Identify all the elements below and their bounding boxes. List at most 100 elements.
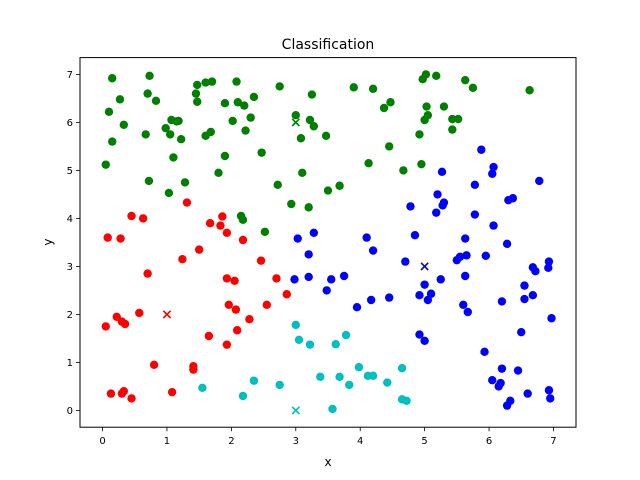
data-point	[535, 176, 544, 186]
data-point	[298, 168, 307, 177]
x-tick-label: 1	[164, 436, 170, 447]
data-point	[468, 83, 478, 93]
data-point	[379, 103, 389, 113]
data-point	[368, 84, 378, 94]
data-point	[193, 97, 202, 106]
data-point	[401, 257, 410, 266]
data-point	[273, 180, 282, 189]
data-point	[191, 89, 201, 98]
data-point	[291, 320, 300, 330]
data-point	[161, 123, 170, 133]
data-point	[228, 116, 237, 126]
data-point	[422, 102, 431, 111]
data-point	[397, 363, 407, 373]
data-point	[463, 307, 472, 317]
data-point	[448, 125, 457, 134]
data-point	[402, 396, 411, 405]
axes-frame	[79, 57, 577, 428]
data-point	[222, 340, 232, 349]
data-point	[141, 130, 150, 139]
data-point	[256, 256, 266, 265]
data-point	[149, 360, 159, 369]
data-point	[205, 219, 215, 228]
data-point	[304, 250, 313, 259]
x-tick-label: 2	[228, 436, 234, 447]
data-point	[420, 336, 429, 345]
data-point	[544, 263, 553, 273]
data-point	[384, 293, 394, 302]
data-point	[222, 228, 232, 237]
data-point	[194, 245, 204, 254]
data-point	[345, 380, 354, 390]
data-point	[238, 235, 248, 245]
data-point	[481, 251, 491, 261]
plot-area	[79, 57, 577, 428]
x-tick-label: 4	[357, 436, 363, 447]
data-point	[260, 227, 270, 237]
data-point	[220, 99, 230, 108]
data-point	[327, 275, 336, 284]
series-layer	[101, 70, 556, 414]
data-point	[103, 233, 112, 242]
data-point	[508, 194, 518, 203]
data-point	[415, 330, 424, 339]
data-point	[459, 300, 468, 309]
data-point	[520, 281, 529, 290]
y-tick-label: 6	[67, 118, 73, 129]
data-point	[290, 275, 299, 284]
x-tick-label: 0	[99, 436, 105, 447]
data-point	[222, 274, 232, 283]
centroid-marker	[162, 310, 172, 319]
data-point	[207, 77, 217, 86]
data-point	[164, 188, 174, 198]
data-point	[127, 394, 136, 403]
y-axis-label: y	[41, 238, 55, 245]
data-point	[101, 160, 110, 169]
data-point	[249, 376, 259, 385]
data-point	[415, 291, 424, 300]
data-point	[204, 331, 214, 341]
data-point	[517, 327, 526, 337]
data-point	[231, 305, 241, 314]
data-point	[115, 95, 125, 104]
data-point	[480, 347, 489, 357]
data-point	[328, 404, 337, 414]
data-point	[323, 186, 333, 195]
data-point	[240, 101, 249, 110]
data-point	[224, 300, 233, 309]
data-point	[523, 389, 532, 398]
data-point	[291, 111, 300, 120]
data-point	[368, 371, 378, 381]
x-axis-ticks: 0 1 2 3 4 5 6 7	[99, 427, 557, 447]
data-point	[249, 92, 259, 102]
data-point	[232, 326, 242, 335]
data-point	[232, 77, 241, 86]
data-point	[238, 391, 248, 401]
data-point	[506, 396, 515, 405]
data-point	[531, 267, 540, 276]
data-point	[108, 137, 117, 146]
data-point	[362, 233, 371, 242]
data-point	[341, 330, 351, 340]
data-point	[406, 202, 415, 211]
data-point	[182, 198, 192, 207]
data-point	[439, 198, 449, 207]
data-point	[180, 178, 190, 187]
centroid-layer	[162, 118, 429, 415]
data-point	[470, 210, 480, 219]
data-point	[417, 159, 426, 169]
data-point	[193, 80, 202, 90]
data-point	[238, 215, 248, 225]
data-point	[386, 98, 395, 107]
data-point	[165, 130, 175, 139]
data-point	[547, 314, 556, 323]
data-point	[436, 275, 445, 284]
data-point	[241, 126, 250, 135]
y-tick-label: 5	[67, 166, 73, 177]
data-point	[120, 319, 130, 329]
data-point	[410, 231, 420, 240]
data-point	[275, 380, 284, 390]
data-point	[304, 272, 313, 282]
y-tick-label: 3	[67, 262, 73, 273]
